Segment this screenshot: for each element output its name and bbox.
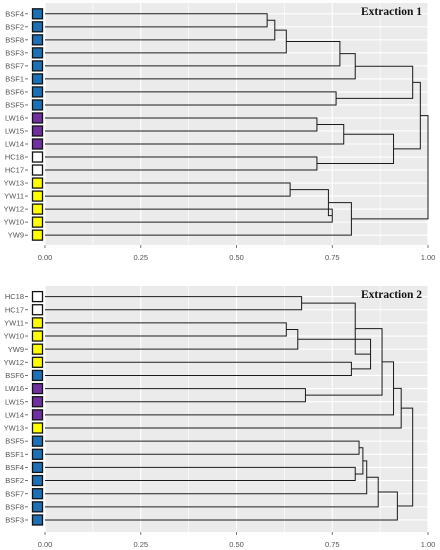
group-marker-yw12 <box>31 203 44 215</box>
x-tick-label: 0.25 <box>133 253 148 262</box>
leaf-label-bsf4: BSF4 <box>5 463 24 472</box>
leaf-label-bsf6: BSF6 <box>5 371 24 380</box>
x-tick-label: 1.00 <box>421 540 436 549</box>
group-marker-hc17 <box>31 164 44 176</box>
leaf-label-hc17: HC17 <box>5 305 24 314</box>
leaf-label-lw16: LW16 <box>5 114 24 123</box>
group-marker-yw11 <box>31 190 44 202</box>
group-marker-yw9 <box>31 343 44 355</box>
leaf-label-bsf8: BSF8 <box>5 35 24 44</box>
leaf-label-lw16: LW16 <box>5 384 24 393</box>
leaf-label-bsf2: BSF2 <box>5 476 24 485</box>
group-marker-bsf1 <box>31 448 44 460</box>
leaf-label-bsf4: BSF4 <box>5 9 24 18</box>
group-marker-yw10 <box>31 216 44 228</box>
leaf-label-bsf2: BSF2 <box>5 22 24 31</box>
leaf-label-bsf7: BSF7 <box>5 61 24 70</box>
leaf-label-bsf5: BSF5 <box>5 437 24 446</box>
group-marker-bsf2 <box>31 474 44 487</box>
group-marker-bsf3 <box>31 514 44 526</box>
leaf-label-bsf7: BSF7 <box>5 489 24 498</box>
extraction-1-panel: BSF4 BSF2 BSF8 BSF3 BSF7 BSF1 BSF6 BSF5 LW16 LW15… <box>4 3 436 262</box>
x-tick-label: 0.00 <box>38 540 53 549</box>
leaf-label-hc18: HC18 <box>5 292 24 301</box>
group-marker-lw16 <box>31 382 44 395</box>
group-marker-hc17 <box>31 304 44 316</box>
group-marker-yw9 <box>31 229 44 241</box>
leaf-label-bsf1: BSF1 <box>5 450 24 459</box>
leaf-label-yw13: YW13 <box>4 424 24 433</box>
leaf-label-yw9: YW9 <box>8 231 24 240</box>
leaf-label-hc17: HC17 <box>5 166 24 175</box>
leaf-label-hc18: HC18 <box>5 153 24 162</box>
group-marker-lw15 <box>31 125 44 137</box>
dendrogram-branch-16 <box>397 407 414 507</box>
x-tick-label: 0.75 <box>325 253 340 262</box>
leaf-label-bsf6: BSF6 <box>5 88 24 97</box>
leaf-label-yw11: YW11 <box>4 318 24 327</box>
leaf-label-yw10: YW10 <box>4 332 24 341</box>
group-marker-bsf4 <box>31 8 44 20</box>
leaf-label-lw15: LW15 <box>5 397 24 406</box>
group-marker-lw16 <box>31 112 44 124</box>
group-marker-yw11 <box>31 317 44 329</box>
extraction-2-panel: HC18 HC17 YW11 YW10 YW9 YW12 BSF6 LW16 LW15 LW14 Y… <box>4 286 436 549</box>
leaf-label-bsf3: BSF3 <box>5 48 24 57</box>
leaf-label-yw12: YW12 <box>4 358 24 367</box>
leaf-label-bsf5: BSF5 <box>5 101 24 110</box>
group-marker-bsf6 <box>31 369 44 382</box>
group-marker-yw12 <box>31 356 44 368</box>
group-marker-bsf1 <box>31 73 44 85</box>
group-marker-lw15 <box>31 396 44 408</box>
x-tick-label: 0.50 <box>229 253 244 262</box>
leaf-label-lw14: LW14 <box>5 140 24 149</box>
leaf-label-lw14: LW14 <box>5 410 24 419</box>
leaf-label-yw11: YW11 <box>4 192 24 201</box>
x-tick-label: 0.00 <box>38 253 53 262</box>
leaf-label-yw10: YW10 <box>4 218 24 227</box>
group-marker-yw13 <box>31 422 44 434</box>
dendrogram-branch-16 <box>351 115 429 220</box>
group-marker-hc18 <box>31 290 44 303</box>
group-marker-hc18 <box>31 151 44 163</box>
group-marker-bsf6 <box>31 86 44 98</box>
group-marker-bsf3 <box>31 47 44 59</box>
group-marker-bsf5 <box>31 435 44 447</box>
group-marker-yw13 <box>31 177 44 189</box>
group-marker-bsf2 <box>31 21 44 33</box>
group-marker-bsf5 <box>31 99 44 111</box>
group-marker-lw14 <box>31 138 44 150</box>
group-marker-bsf4 <box>31 461 44 474</box>
leaf-label-bsf1: BSF1 <box>5 75 24 84</box>
leaf-label-yw9: YW9 <box>8 345 24 354</box>
group-marker-bsf8 <box>31 34 44 46</box>
group-marker-lw14 <box>31 409 44 421</box>
extraction-1-title: Extraction 1 <box>361 6 422 18</box>
leaf-label-lw15: LW15 <box>5 127 24 136</box>
group-marker-yw10 <box>31 330 44 342</box>
x-tick-label: 1.00 <box>421 253 436 262</box>
group-marker-bsf8 <box>31 501 44 513</box>
leaf-label-yw13: YW13 <box>4 179 24 188</box>
leaf-label-bsf8: BSF8 <box>5 502 24 511</box>
leaf-label-yw12: YW12 <box>4 205 24 214</box>
leaf-label-bsf3: BSF3 <box>5 516 24 525</box>
extraction-2-title: Extraction 2 <box>361 289 422 301</box>
x-tick-label: 0.25 <box>133 540 148 549</box>
x-tick-label: 0.75 <box>325 540 340 549</box>
x-tick-label: 0.50 <box>229 540 244 549</box>
group-marker-bsf7 <box>31 488 44 500</box>
group-marker-bsf7 <box>31 60 44 72</box>
